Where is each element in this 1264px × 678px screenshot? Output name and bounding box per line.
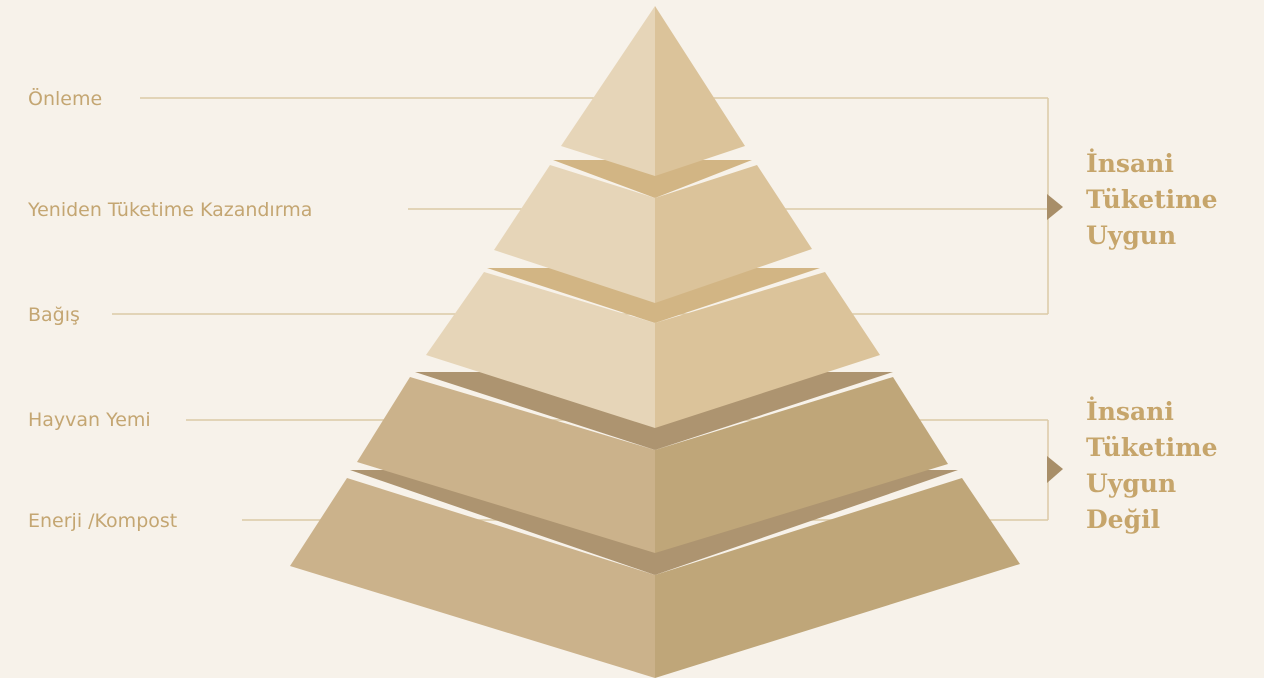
level-label-hayvan-yemi: Hayvan Yemi [28,409,151,431]
bracket-bottom-arrow [1047,456,1063,483]
tier-yeniden-left [494,165,655,303]
group-degil-line-3: Uygun [1086,469,1177,498]
tier-yeniden-right [655,165,812,303]
group-label-uygun: İnsani Tüketime Uygun [1086,146,1217,254]
tier-yeniden-tuketime [494,160,812,303]
level-label-enerji-kompost: Enerji /Kompost [28,510,178,532]
tier-bagis-right [655,272,880,428]
tier-onleme-right [655,6,745,176]
group-degil-line-2: Tüketime [1086,433,1218,462]
level-label-bagis: Bağış [28,304,80,326]
tier-enerji-right [655,478,1020,678]
group-uygun-line-2: Tüketime [1086,185,1218,214]
tier-bagis-left [426,272,655,428]
group-uygun-line-1: İnsani [1086,149,1174,178]
group-degil-line-4: Değil [1086,505,1161,534]
level-label-onleme: Önleme [28,88,103,110]
level-label-yeniden-tuketime: Yeniden Tüketime Kazandırma [28,199,313,221]
bracket-top-arrow [1047,194,1063,220]
group-degil-line-1: İnsani [1086,397,1174,426]
tier-onleme [561,6,745,176]
tier-hayvan-left [357,377,655,553]
tier-hayvan-right [655,377,948,553]
tier-enerji-left [290,478,655,678]
tier-onleme-left [561,6,655,176]
tier-yeniden-ledge [553,160,752,198]
group-uygun-line-3: Uygun [1086,221,1177,250]
group-label-uygun-degil: İnsani Tüketime Uygun Değil [1086,394,1217,538]
